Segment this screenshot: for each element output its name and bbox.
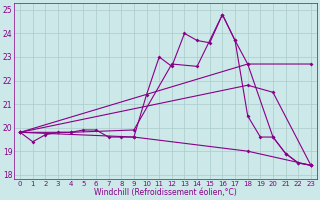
- X-axis label: Windchill (Refroidissement éolien,°C): Windchill (Refroidissement éolien,°C): [94, 188, 237, 197]
